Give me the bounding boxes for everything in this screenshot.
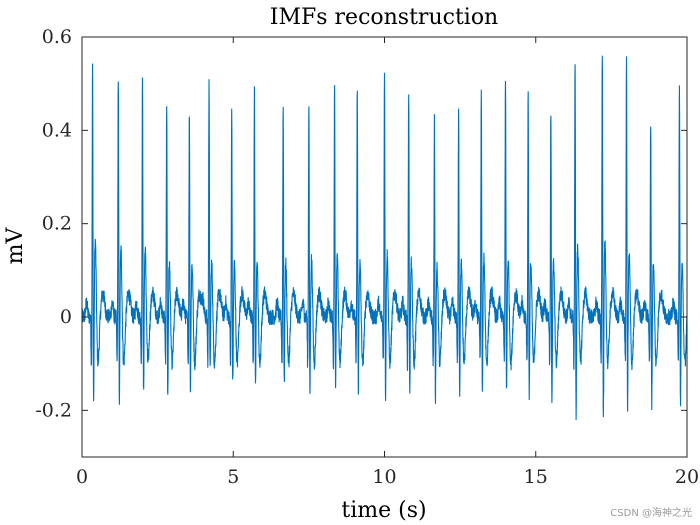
- y-axis-label: mV: [3, 227, 28, 265]
- x-axis-label: time (s): [341, 498, 426, 523]
- y-tick-label: 0.2: [42, 213, 72, 235]
- y-tick-label: 0.4: [42, 119, 72, 141]
- y-tick-label: 0: [60, 306, 72, 328]
- watermark: CSDN @海神之光: [610, 508, 692, 519]
- x-tick-label: 15: [524, 466, 548, 488]
- x-tick-label: 5: [227, 466, 239, 488]
- x-tick-label: 0: [76, 466, 88, 488]
- plot-area: [82, 55, 687, 421]
- y-tick-label: 0.6: [42, 26, 72, 48]
- x-tick-label: 20: [675, 466, 699, 488]
- chart-title: IMFs reconstruction: [270, 5, 498, 30]
- axes: 0 5 10 15 20 -0.2 0 0.2 0.4 0.6: [35, 26, 699, 488]
- y-tick-label: -0.2: [35, 399, 72, 421]
- x-tick-label: 10: [372, 466, 396, 488]
- series-line: [82, 55, 687, 421]
